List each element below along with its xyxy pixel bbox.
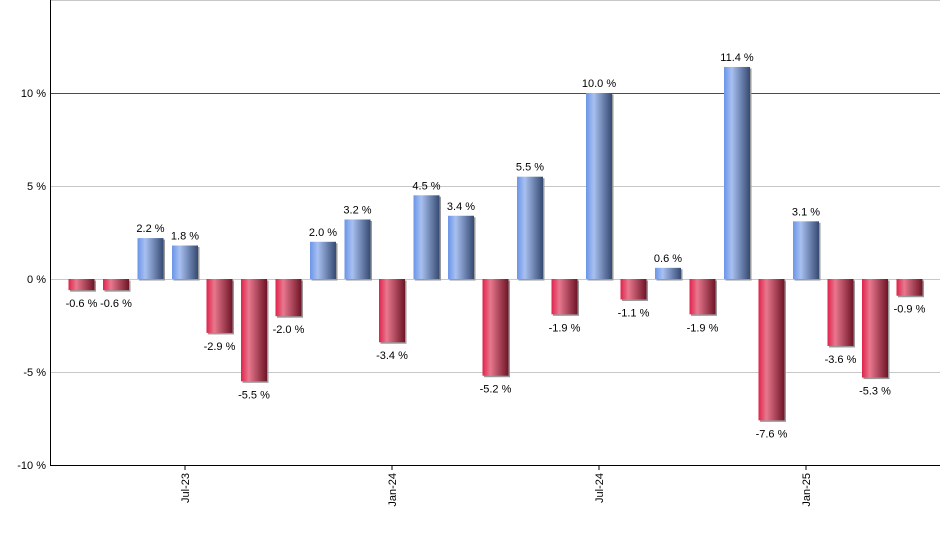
bar-Feb-25 [827,279,854,346]
data-label: -2.0 % [273,324,305,336]
data-label: 0.6 % [654,253,682,265]
bar-Oct-23 [275,279,302,317]
data-label: -3.6 % [825,354,857,366]
y-tick-label: 0 % [27,274,46,286]
bar-Jan-24 [379,279,405,343]
y-tick-label: -10 % [17,460,46,472]
data-label: -2.9 % [204,341,236,353]
bar-Dec-23 [344,219,371,279]
bar-Jan-25 [793,221,819,279]
data-label: 3.4 % [447,201,475,213]
data-label: 2.0 % [309,227,337,239]
data-label: 3.2 % [343,204,371,216]
data-labels: -0.6 % -0.6 % 2.2 % 1.8 % -2.9 % -5.5 % -2.0 %… [66,52,926,440]
data-label: -0.9 % [894,304,926,316]
bar-Jul-24 [586,93,612,279]
data-label: -1.9 % [549,322,581,334]
data-label: -0.6 % [66,298,98,310]
x-tick-label: Jul-23 [180,473,192,503]
x-tick-label: Jan-25 [801,473,813,507]
bar-Mar-24 [448,215,474,279]
bar-Jun-24 [551,279,578,315]
data-label: 5.5 % [516,162,544,174]
bar-Nov-23 [310,241,336,279]
bar-Jul-23 [172,245,198,279]
data-label: 2.2 % [136,223,164,235]
bar-Sep-23 [241,279,267,382]
x-tick-label: Jul-24 [594,473,606,503]
data-label: -7.6 % [756,428,788,440]
bar-May-24 [517,176,543,279]
bar-Aug-24 [620,279,647,300]
data-label: 11.4 % [720,52,754,64]
bar-Dec-24 [758,279,785,421]
data-label: 4.5 % [412,180,440,192]
bar-Oct-24 [689,279,716,315]
data-label: -5.3 % [859,386,891,398]
axes: -10 % -5 % 0 % 5 % 10 % Jul-23 Jan-24 Jul-24 Jan… [17,0,940,507]
data-label: -5.2 % [480,384,512,396]
data-label: 10.0 % [582,78,616,90]
bar-May-23 [103,279,129,291]
x-tick-label: Jan-24 [387,473,399,507]
y-tick-label: 10 % [21,88,46,100]
bar-Jun-23 [137,238,164,279]
bar-Nov-24 [724,66,750,280]
y-tick-label: 5 % [27,181,46,193]
bar-Apr-23 [68,279,95,291]
bar-Mar-25 [862,279,888,378]
data-label: -5.5 % [238,389,270,401]
bar-Feb-24 [413,195,440,279]
bar-Apr-25 [896,279,923,296]
data-label: 1.8 % [171,231,199,243]
data-label: -0.6 % [100,298,132,310]
bars [68,66,924,422]
bar-Aug-23 [206,279,233,333]
data-label: 3.1 % [792,206,820,218]
data-label: -3.4 % [376,350,408,362]
bar-Apr-24 [482,279,509,376]
bar-Sep-24 [655,267,681,279]
y-tick-label: -5 % [23,367,46,379]
data-label: -1.9 % [687,322,719,334]
data-label: -1.1 % [618,307,650,319]
